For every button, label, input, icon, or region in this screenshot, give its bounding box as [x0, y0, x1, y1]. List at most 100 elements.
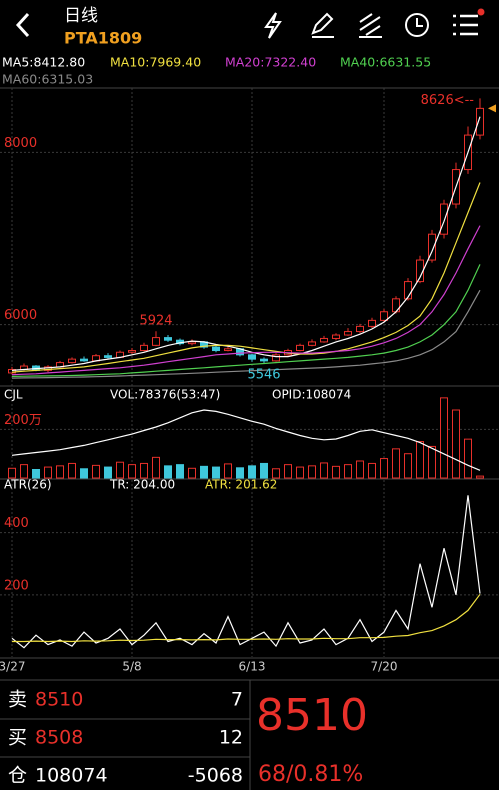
volume-bar	[188, 467, 196, 479]
ask-qty: 7	[231, 689, 243, 711]
candle-body	[368, 319, 376, 327]
volume-bar	[224, 463, 232, 479]
candle-body	[440, 203, 448, 235]
last-price-marker	[488, 104, 496, 113]
volume-bar	[380, 458, 388, 479]
legend-entry: ATR: 201.62	[205, 478, 277, 492]
draw-icon[interactable]	[311, 12, 334, 38]
indicator-icon[interactable]	[359, 13, 382, 38]
legend-entry: MA10:7969.40	[110, 55, 201, 70]
series-line	[11, 289, 481, 379]
time-icon[interactable]	[405, 13, 429, 37]
volume-bar	[44, 466, 52, 479]
volume-bar	[284, 464, 292, 479]
series-line	[11, 225, 481, 376]
x-tick-label: 3/27	[0, 660, 25, 674]
volume-bar	[8, 467, 16, 479]
notification-dot	[477, 8, 485, 16]
volume-bar	[152, 456, 160, 479]
volume-bar	[344, 464, 352, 479]
volume-bar	[92, 464, 100, 479]
bid-label: 买	[8, 727, 27, 749]
volume-bar	[260, 462, 268, 479]
volume-bar	[404, 453, 412, 479]
volume-bar	[80, 468, 88, 479]
volume-bar	[356, 460, 364, 479]
volume-bar	[116, 461, 124, 479]
legend-entry: TR: 204.00	[109, 478, 175, 492]
volume-bar	[248, 465, 256, 479]
candle-body	[104, 355, 112, 358]
price-change: 68/0.81%	[258, 762, 363, 787]
ask-label: 卖	[8, 689, 27, 711]
candle-body	[272, 354, 280, 362]
legend-entry: MA5:8412.80	[2, 55, 85, 70]
volume-bar	[320, 462, 328, 479]
candle-body	[356, 325, 364, 333]
volume-bar	[176, 464, 184, 479]
volume-bar	[20, 464, 28, 479]
x-tick-label: 5/8	[122, 660, 141, 674]
annotation: 8626<--	[421, 93, 475, 108]
volume-bar	[212, 466, 220, 479]
volume-bar	[272, 468, 280, 479]
series-line	[11, 409, 481, 471]
candle-body	[212, 346, 220, 352]
candle-body	[332, 334, 340, 339]
time-icon-hands	[416, 18, 423, 27]
bid-qty: 12	[219, 727, 243, 749]
x-tick-label: 7/20	[371, 660, 398, 674]
y-tick-label: 400	[4, 516, 29, 531]
header: 日线 PTA1809	[15, 6, 485, 48]
flash-icon[interactable]	[264, 12, 282, 39]
volume-bar	[440, 397, 448, 479]
series-line	[11, 116, 481, 371]
candle-body	[296, 344, 304, 352]
candle-body	[140, 344, 148, 352]
symbol: PTA1809	[64, 29, 142, 48]
volume-bar	[236, 467, 244, 479]
volume-bar	[140, 462, 148, 479]
candle-body	[128, 350, 136, 353]
series-line	[11, 182, 481, 373]
candle-body	[188, 341, 196, 345]
ask-price: 8510	[35, 689, 83, 711]
candle-body	[260, 358, 268, 362]
candle-body	[152, 337, 160, 346]
candle-body	[248, 354, 256, 360]
volume-bar	[32, 469, 40, 479]
volume-bar	[452, 409, 460, 479]
last-price: 8510	[256, 690, 368, 741]
y-tick-label: 200万	[4, 413, 42, 428]
volume-bar	[464, 438, 472, 479]
candle-body	[344, 331, 352, 336]
candle-body	[428, 233, 436, 261]
candle-body	[8, 368, 16, 374]
volume-bar	[368, 462, 376, 479]
candle-body	[380, 311, 388, 321]
volume-bar	[392, 448, 400, 479]
series-line	[11, 264, 481, 377]
candle-body	[320, 337, 328, 343]
legend-entry: MA40:6631.55	[340, 55, 431, 70]
period-title: 日线	[64, 6, 98, 26]
panel-title: CJL	[4, 388, 23, 402]
volume-bar	[128, 464, 136, 479]
volume-bar	[428, 445, 436, 479]
candle-body	[80, 358, 88, 362]
x-tick-label: 6/13	[239, 660, 266, 674]
volume-bar	[296, 466, 304, 479]
back-button[interactable]	[15, 12, 30, 38]
oi-label: 仓	[8, 765, 27, 787]
candle-body	[68, 358, 76, 364]
series-line	[11, 495, 481, 649]
candle-body	[224, 348, 232, 352]
bid-price: 8508	[35, 727, 83, 749]
oi-value: 108074	[35, 765, 108, 787]
volume-bar	[104, 466, 112, 479]
menu-icon[interactable]	[453, 14, 478, 36]
legend-entry: OPID:108074	[272, 388, 351, 402]
candle-body	[476, 107, 484, 136]
volume-bar	[164, 465, 172, 479]
y-tick-label: 6000	[4, 308, 37, 323]
